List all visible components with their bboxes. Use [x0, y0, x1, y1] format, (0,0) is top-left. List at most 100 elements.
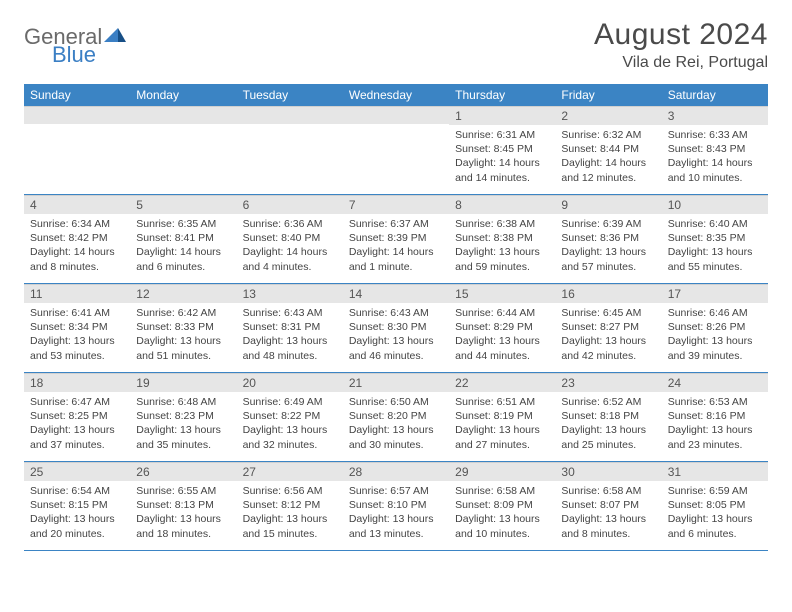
week-row: 4Sunrise: 6:34 AMSunset: 8:42 PMDaylight…: [24, 195, 768, 284]
title-block: August 2024 Vila de Rei, Portugal: [594, 18, 768, 72]
daylight-text: Daylight: 14 hours and 10 minutes.: [668, 156, 762, 184]
day-cell: 16Sunrise: 6:45 AMSunset: 8:27 PMDayligh…: [555, 284, 661, 372]
day-number: 19: [130, 373, 236, 392]
sunrise-text: Sunrise: 6:58 AM: [561, 484, 655, 498]
sunrise-text: Sunrise: 6:31 AM: [455, 128, 549, 142]
daylight-text: Daylight: 13 hours and 59 minutes.: [455, 245, 549, 273]
day-number: 31: [662, 462, 768, 481]
day-cell: [343, 106, 449, 194]
day-number: 28: [343, 462, 449, 481]
day-cell: 11Sunrise: 6:41 AMSunset: 8:34 PMDayligh…: [24, 284, 130, 372]
day-header-sat: Saturday: [662, 84, 768, 106]
day-cell: 12Sunrise: 6:42 AMSunset: 8:33 PMDayligh…: [130, 284, 236, 372]
day-body: Sunrise: 6:41 AMSunset: 8:34 PMDaylight:…: [24, 303, 130, 367]
sunset-text: Sunset: 8:12 PM: [243, 498, 337, 512]
day-number: 16: [555, 284, 661, 303]
day-body: Sunrise: 6:47 AMSunset: 8:25 PMDaylight:…: [24, 392, 130, 456]
sunset-text: Sunset: 8:34 PM: [30, 320, 124, 334]
day-number: 8: [449, 195, 555, 214]
sunset-text: Sunset: 8:23 PM: [136, 409, 230, 423]
sunrise-text: Sunrise: 6:56 AM: [243, 484, 337, 498]
sunset-text: Sunset: 8:07 PM: [561, 498, 655, 512]
day-body: Sunrise: 6:36 AMSunset: 8:40 PMDaylight:…: [237, 214, 343, 278]
daylight-text: Daylight: 14 hours and 4 minutes.: [243, 245, 337, 273]
sunset-text: Sunset: 8:43 PM: [668, 142, 762, 156]
sunrise-text: Sunrise: 6:44 AM: [455, 306, 549, 320]
week-row: 25Sunrise: 6:54 AMSunset: 8:15 PMDayligh…: [24, 462, 768, 551]
daylight-text: Daylight: 13 hours and 15 minutes.: [243, 512, 337, 540]
daylight-text: Daylight: 13 hours and 13 minutes.: [349, 512, 443, 540]
day-cell: 13Sunrise: 6:43 AMSunset: 8:31 PMDayligh…: [237, 284, 343, 372]
sunrise-text: Sunrise: 6:33 AM: [668, 128, 762, 142]
sunset-text: Sunset: 8:25 PM: [30, 409, 124, 423]
day-body: Sunrise: 6:38 AMSunset: 8:38 PMDaylight:…: [449, 214, 555, 278]
day-header-row: Sunday Monday Tuesday Wednesday Thursday…: [24, 84, 768, 106]
day-cell: 2Sunrise: 6:32 AMSunset: 8:44 PMDaylight…: [555, 106, 661, 194]
location-label: Vila de Rei, Portugal: [594, 54, 768, 72]
header: GeneralBlue August 2024 Vila de Rei, Por…: [24, 18, 768, 72]
day-cell: 25Sunrise: 6:54 AMSunset: 8:15 PMDayligh…: [24, 462, 130, 550]
sunset-text: Sunset: 8:31 PM: [243, 320, 337, 334]
day-number: 22: [449, 373, 555, 392]
daylight-text: Daylight: 13 hours and 20 minutes.: [30, 512, 124, 540]
day-cell: 21Sunrise: 6:50 AMSunset: 8:20 PMDayligh…: [343, 373, 449, 461]
sunrise-text: Sunrise: 6:47 AM: [30, 395, 124, 409]
sunset-text: Sunset: 8:42 PM: [30, 231, 124, 245]
sunset-text: Sunset: 8:13 PM: [136, 498, 230, 512]
day-body: Sunrise: 6:59 AMSunset: 8:05 PMDaylight:…: [662, 481, 768, 545]
day-body: Sunrise: 6:49 AMSunset: 8:22 PMDaylight:…: [237, 392, 343, 456]
daylight-text: Daylight: 13 hours and 32 minutes.: [243, 423, 337, 451]
day-cell: 15Sunrise: 6:44 AMSunset: 8:29 PMDayligh…: [449, 284, 555, 372]
day-cell: 8Sunrise: 6:38 AMSunset: 8:38 PMDaylight…: [449, 195, 555, 283]
calendar-page: GeneralBlue August 2024 Vila de Rei, Por…: [0, 0, 792, 561]
day-body: Sunrise: 6:45 AMSunset: 8:27 PMDaylight:…: [555, 303, 661, 367]
sunrise-text: Sunrise: 6:42 AM: [136, 306, 230, 320]
day-cell: 18Sunrise: 6:47 AMSunset: 8:25 PMDayligh…: [24, 373, 130, 461]
day-number: 12: [130, 284, 236, 303]
sunrise-text: Sunrise: 6:57 AM: [349, 484, 443, 498]
daylight-text: Daylight: 14 hours and 1 minute.: [349, 245, 443, 273]
week-row: 11Sunrise: 6:41 AMSunset: 8:34 PMDayligh…: [24, 284, 768, 373]
sunrise-text: Sunrise: 6:55 AM: [136, 484, 230, 498]
sunset-text: Sunset: 8:29 PM: [455, 320, 549, 334]
sunrise-text: Sunrise: 6:34 AM: [30, 217, 124, 231]
day-number: 2: [555, 106, 661, 125]
sunset-text: Sunset: 8:26 PM: [668, 320, 762, 334]
daylight-text: Daylight: 13 hours and 39 minutes.: [668, 334, 762, 362]
day-cell: 17Sunrise: 6:46 AMSunset: 8:26 PMDayligh…: [662, 284, 768, 372]
day-number: 5: [130, 195, 236, 214]
sunrise-text: Sunrise: 6:48 AM: [136, 395, 230, 409]
daylight-text: Daylight: 14 hours and 14 minutes.: [455, 156, 549, 184]
day-header-thu: Thursday: [449, 84, 555, 106]
sunrise-text: Sunrise: 6:35 AM: [136, 217, 230, 231]
day-body: Sunrise: 6:58 AMSunset: 8:07 PMDaylight:…: [555, 481, 661, 545]
sunrise-text: Sunrise: 6:37 AM: [349, 217, 443, 231]
sunrise-text: Sunrise: 6:43 AM: [243, 306, 337, 320]
day-cell: 23Sunrise: 6:52 AMSunset: 8:18 PMDayligh…: [555, 373, 661, 461]
sunset-text: Sunset: 8:30 PM: [349, 320, 443, 334]
day-body: Sunrise: 6:39 AMSunset: 8:36 PMDaylight:…: [555, 214, 661, 278]
day-number: 3: [662, 106, 768, 125]
sunrise-text: Sunrise: 6:51 AM: [455, 395, 549, 409]
daylight-text: Daylight: 13 hours and 51 minutes.: [136, 334, 230, 362]
day-header-fri: Friday: [555, 84, 661, 106]
daylight-text: Daylight: 13 hours and 10 minutes.: [455, 512, 549, 540]
day-number: 24: [662, 373, 768, 392]
sunset-text: Sunset: 8:36 PM: [561, 231, 655, 245]
calendar-grid: Sunday Monday Tuesday Wednesday Thursday…: [24, 84, 768, 551]
day-body: Sunrise: 6:32 AMSunset: 8:44 PMDaylight:…: [555, 125, 661, 189]
day-header-mon: Monday: [130, 84, 236, 106]
month-title: August 2024: [594, 18, 768, 52]
day-cell: 26Sunrise: 6:55 AMSunset: 8:13 PMDayligh…: [130, 462, 236, 550]
day-number: 23: [555, 373, 661, 392]
sunrise-text: Sunrise: 6:45 AM: [561, 306, 655, 320]
sunrise-text: Sunrise: 6:32 AM: [561, 128, 655, 142]
day-body: Sunrise: 6:46 AMSunset: 8:26 PMDaylight:…: [662, 303, 768, 367]
day-cell: 30Sunrise: 6:58 AMSunset: 8:07 PMDayligh…: [555, 462, 661, 550]
logo: GeneralBlue: [24, 24, 126, 68]
day-body: Sunrise: 6:55 AMSunset: 8:13 PMDaylight:…: [130, 481, 236, 545]
day-cell: [24, 106, 130, 194]
day-number: 7: [343, 195, 449, 214]
logo-triangle-icon: [104, 26, 126, 44]
sunset-text: Sunset: 8:22 PM: [243, 409, 337, 423]
